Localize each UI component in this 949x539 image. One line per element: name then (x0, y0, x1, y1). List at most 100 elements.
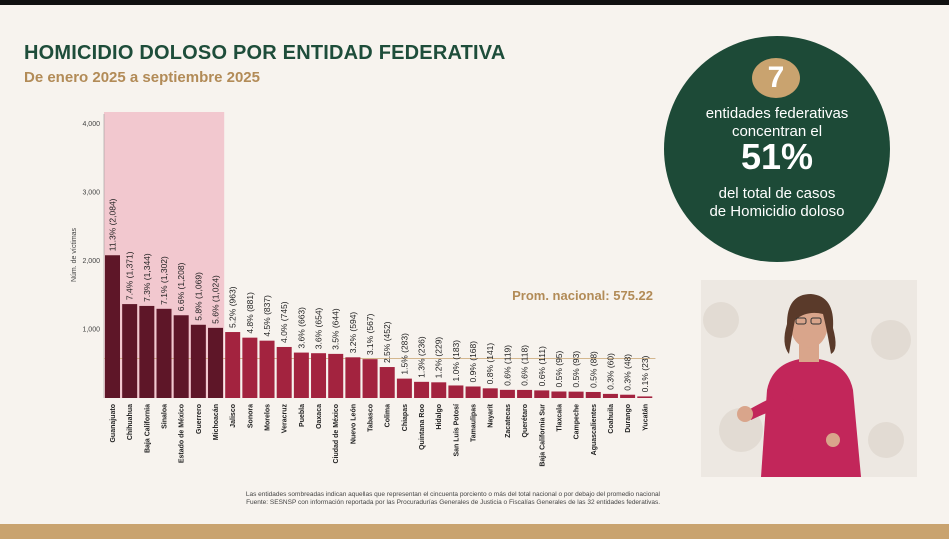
bar-data-label: 0.5% (95) (554, 350, 564, 387)
x-tick-label: Puebla (299, 404, 306, 427)
x-tick-label: Tamaulipas (471, 404, 478, 442)
bar-data-label: 3.6% (654) (314, 307, 324, 349)
bottom-border (0, 524, 949, 539)
x-tick-label: Baja California (144, 404, 151, 453)
bar-data-label: 1.3% (236) (417, 336, 427, 378)
bar (345, 357, 361, 398)
bar-data-label: 5.6% (1,024) (211, 275, 221, 324)
bar-data-label: 0.9% (168) (468, 341, 478, 383)
x-tick-label: Nayarit (488, 403, 495, 427)
bar-data-label: 3.6% (663) (296, 307, 306, 349)
bar (105, 255, 120, 398)
bar (242, 337, 258, 398)
y-tick-label: 1,000 (82, 327, 100, 334)
x-tick-label: Colima (385, 404, 392, 427)
x-tick-label: Veracruz (282, 404, 289, 434)
bar-data-label: 0.6% (118) (520, 345, 530, 386)
bar-data-label: 0.3% (48) (623, 354, 633, 391)
x-tick-label: Ciudad de México (333, 404, 340, 464)
x-tick-label: Jalisco (230, 404, 237, 428)
bar (551, 391, 567, 398)
bar (534, 390, 550, 398)
bar (156, 308, 172, 398)
callout-line-4: de Homicidio doloso (709, 203, 845, 220)
bar (328, 353, 344, 398)
x-tick-label: Quintana Roo (419, 404, 426, 450)
bar (208, 327, 224, 398)
x-tick-label: Tlaxcala (556, 404, 563, 432)
bar-data-label: 0.8% (141) (485, 343, 495, 385)
chart-subtitle: De enero 2025 a septiembre 2025 (24, 69, 260, 86)
bar-data-label: 0.1% (23) (640, 355, 650, 392)
callout-line-2: concentran el (731, 123, 823, 140)
bar-data-label: 4.8% (881) (245, 292, 255, 334)
x-tick-label: Guanajuato (110, 404, 117, 443)
bar (465, 386, 481, 398)
bar (396, 378, 412, 398)
bar (190, 324, 206, 398)
bar-data-label: 0.3% (60) (605, 353, 615, 390)
bar (259, 340, 275, 398)
bar (225, 332, 241, 398)
callout-percent: 51% (740, 136, 814, 177)
x-tick-label: Hidalgo (436, 404, 443, 430)
y-axis-label: Núm. de víctimas (71, 227, 78, 282)
bar-data-label: 6.6% (1,208) (176, 262, 186, 311)
summary-callout: 7 entidades federativas concentran el 51… (664, 36, 890, 262)
bar-data-label: 1.2% (229) (434, 337, 444, 379)
bar-data-label: 3.2% (594) (348, 312, 358, 354)
average-label: Prom. nacional: 575.22 (512, 288, 653, 303)
chart-title: HOMICIDIO DOLOSO POR ENTIDAD FEDERATIVA (24, 42, 506, 64)
bar (379, 367, 395, 398)
bar (293, 352, 309, 398)
bar (431, 382, 447, 398)
top-border (0, 0, 949, 5)
bar-data-label: 7.1% (1,302) (159, 256, 169, 305)
bar (585, 391, 601, 398)
x-tick-label: Yucatán (642, 404, 649, 431)
footnote-source: Fuente: SESNSP con información reportada… (246, 499, 660, 506)
bar-data-label: 0.5% (93) (571, 351, 581, 388)
bar-data-label: 1.0% (183) (451, 340, 461, 382)
sign-language-interpreter-video (701, 280, 917, 477)
x-tick-label: Guerrero (196, 404, 203, 434)
bar (362, 359, 378, 398)
bar-data-label: 5.2% (963) (228, 286, 238, 328)
y-tick-label: 4,000 (82, 121, 100, 128)
bar (602, 393, 618, 398)
bar-chart: 1,000 2,000 3,000 4,000 Núm. de víctimas Prom… (71, 112, 656, 467)
interpreter-body (761, 358, 861, 477)
x-tick-label: Sonora (247, 404, 254, 428)
x-tick-label: Baja California Sur (539, 404, 546, 467)
bar-data-label: 0.5% (88) (588, 351, 598, 388)
x-tick-label: Campeche (574, 404, 581, 440)
x-tick-label: Michoacán (213, 404, 220, 440)
x-tick-label: Oaxaca (316, 404, 323, 429)
x-tick-label: Nuevo León (350, 404, 357, 444)
bar (482, 388, 498, 398)
callout-line-1: entidades federativas (705, 105, 849, 122)
x-tick-label: Chiapas (402, 404, 409, 431)
bar (499, 389, 515, 398)
bar-data-label: 3.5% (644) (331, 308, 341, 350)
bar (568, 391, 584, 398)
x-tick-label: Querétaro (522, 404, 529, 437)
x-tick-label: Zacatecas (505, 404, 512, 438)
bar (311, 353, 327, 398)
x-tick-label: Coahuila (608, 404, 615, 434)
x-tick-label: Durango (625, 404, 632, 433)
y-tick-label: 3,000 (82, 190, 100, 197)
bar (122, 304, 138, 398)
bar (620, 394, 636, 398)
bar-data-label: 7.3% (1,344) (142, 253, 152, 302)
x-tick-label: Sinaloa (162, 404, 169, 429)
bar-data-label: 0.6% (119) (502, 345, 512, 386)
bar (517, 389, 533, 398)
bar-data-label: 4.0% (745) (279, 301, 289, 343)
footnote-shading: Las entidades sombreadas indican aquella… (245, 491, 660, 498)
y-tick-label: 2,000 (82, 258, 100, 265)
bar-data-label: 1.5% (283) (399, 333, 409, 375)
x-tick-label: Estado de México (179, 404, 186, 463)
x-tick-label: Aguascalientes (591, 404, 598, 455)
bar-data-label: 2.5% (452) (382, 321, 392, 363)
